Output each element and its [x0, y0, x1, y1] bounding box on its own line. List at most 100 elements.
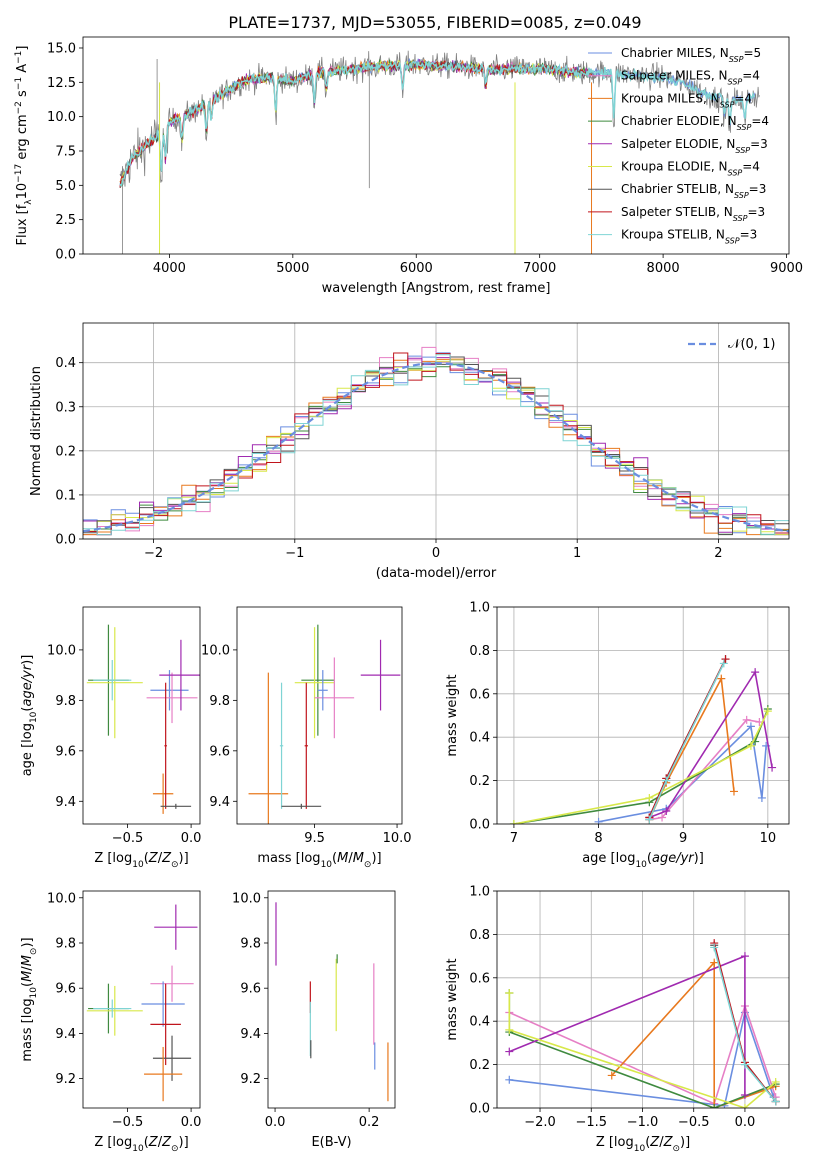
y-tick-label: 0.0: [55, 248, 76, 263]
weight-marker: [751, 668, 760, 677]
label-part: age/yr: [20, 663, 35, 706]
y-axis-label: Flux [fλ10−17 erg cm−2 s−1 A−1]: [14, 46, 34, 246]
legend-entry: Chabrier STELIB, NSSP=3: [621, 182, 766, 200]
label-part: 10: [29, 711, 39, 723]
errorbar-chabrier-elodie: [301, 624, 335, 736]
label-part: )]: [371, 851, 381, 866]
plot-area-mass_vs_Z: [86, 904, 198, 1102]
plot-area-weight_vs_age: [509, 655, 777, 824]
y-tick-label: 10.0: [47, 891, 76, 906]
y-tick-label: 2.5: [55, 213, 76, 228]
label-part: Z: [649, 1135, 660, 1150]
weight-marker: [710, 1104, 719, 1108]
x-tick-label: 6000: [400, 261, 433, 276]
model-spectrum-chabrier-stelib: [119, 59, 593, 189]
x-tick-label: 10: [760, 831, 777, 846]
errorbar-kroupa-miles: [152, 773, 174, 814]
legend-entry: 𝒩(0, 1): [728, 337, 775, 352]
label-part: mass [log: [257, 851, 320, 866]
label-part: (: [332, 851, 337, 866]
legend-model: Salpeter ELODIE, N: [621, 137, 735, 151]
weight-line-salpeter-elodie: [508, 954, 746, 1095]
legend-subscript: SSP: [728, 77, 743, 86]
y-tick-label: 0.2: [469, 774, 490, 789]
errorbar-chabrier-stelib: [160, 803, 192, 809]
axes-frame: [82, 322, 790, 540]
plot-area-mass_vs_EBV: [275, 902, 389, 1102]
label-part: )]: [179, 1135, 189, 1150]
weight-line-salpeter-miles: [649, 718, 760, 821]
x-tick-label: 0.2: [359, 1115, 380, 1130]
label-part: mass weight: [445, 674, 460, 756]
weight-marker: [729, 787, 738, 796]
label-part: ⊙: [29, 948, 39, 956]
label-part: )]: [680, 1135, 690, 1150]
label-part: age [log: [582, 851, 635, 866]
axes-frame: [496, 890, 790, 1109]
panel-residuals: −2 −1 0 1 2 0.0 0.1 0.2 0.3 0.4 (data-model)/error…: [29, 322, 790, 581]
weight-line-salpeter-miles: [508, 1003, 777, 1105]
y-tick-label: 0.2: [469, 1058, 490, 1073]
y-tick-label: 0.1: [55, 488, 76, 503]
y-tick-label: 0.3: [55, 400, 76, 415]
errorbar-kroupa-miles: [248, 672, 289, 824]
x-axis-label: (data-model)/error: [376, 566, 497, 581]
legend-subscript: SSP: [733, 213, 748, 222]
weight-marker: [505, 988, 514, 997]
x-tick-label: 8000: [647, 261, 680, 276]
label-part: 10: [29, 987, 39, 999]
errorbar-kroupa-elodie: [294, 627, 335, 739]
histogram-kroupa-stelib: [83, 354, 789, 536]
axes-frame: [267, 890, 396, 1109]
label-part: ⊙: [171, 860, 179, 870]
axes-frame: [82, 36, 790, 255]
weight-line-chabrier-elodie: [513, 708, 769, 824]
x-axis-label: Z [log10(Z/Z⊙)]: [94, 851, 188, 870]
y-tick-label: 9.6: [240, 982, 261, 997]
label-part: 10: [132, 1144, 144, 1154]
x-tick-label: 9: [679, 831, 687, 846]
label-part: mass weight: [445, 958, 460, 1040]
x-tick-label: 7: [510, 831, 518, 846]
weight-marker: [763, 707, 772, 716]
label-part: )]: [179, 851, 189, 866]
weight-marker: [717, 674, 726, 683]
label-part: 𝒩: [728, 337, 743, 352]
errorbar-kroupa-stelib: [93, 999, 132, 1018]
x-tick-label: 2: [714, 546, 722, 561]
weight-line-chabrier-miles: [509, 1009, 775, 1107]
y-tick-label: 9.8: [55, 694, 76, 709]
weight-marker: [594, 817, 603, 824]
label-part: M: [20, 955, 35, 966]
legend-model: Kroupa MILES, N: [621, 91, 720, 105]
panel-mass_vs_Z: −0.5 0.09.29.49.69.810.0Z [log10(Z/Z⊙)]ma…: [20, 890, 201, 1154]
label-part: Z: [161, 851, 172, 866]
label-part: Z [log: [94, 851, 132, 866]
errorbar-chabrier-miles: [317, 670, 328, 711]
weight-line-kroupa-elodie: [513, 710, 769, 824]
x-tick-label: 4000: [153, 261, 186, 276]
errorbar-salpeter-stelib: [164, 682, 167, 809]
legend-n: =3: [749, 182, 767, 196]
y-tick-label: 9.4: [209, 795, 230, 810]
legend-subscript: SSP: [735, 145, 750, 154]
errorbar-salpeter-elodie: [154, 904, 198, 950]
errorbar-salpeter-miles: [314, 657, 355, 739]
y-tick-label: 1.0: [469, 601, 490, 616]
label-part: ⊙: [364, 860, 372, 870]
model-spectrum-salpeter-stelib: [119, 59, 593, 188]
errorbar-salpeter-elodie: [159, 639, 200, 711]
plot-area-residuals: [83, 346, 789, 536]
label-part: −1: [14, 51, 24, 64]
legend-model: Kroupa ELODIE, N: [621, 160, 728, 174]
weight-marker: [757, 793, 766, 802]
y-tick-label: 12.5: [47, 76, 76, 91]
errorbar-salpeter-miles: [150, 965, 194, 1002]
label-part: (data-model)/error: [376, 566, 497, 581]
weight-marker: [607, 1071, 616, 1080]
legend-n: =3: [740, 228, 758, 242]
legend-model: Kroupa STELIB, N: [621, 228, 725, 242]
label-part: (: [144, 1135, 149, 1150]
